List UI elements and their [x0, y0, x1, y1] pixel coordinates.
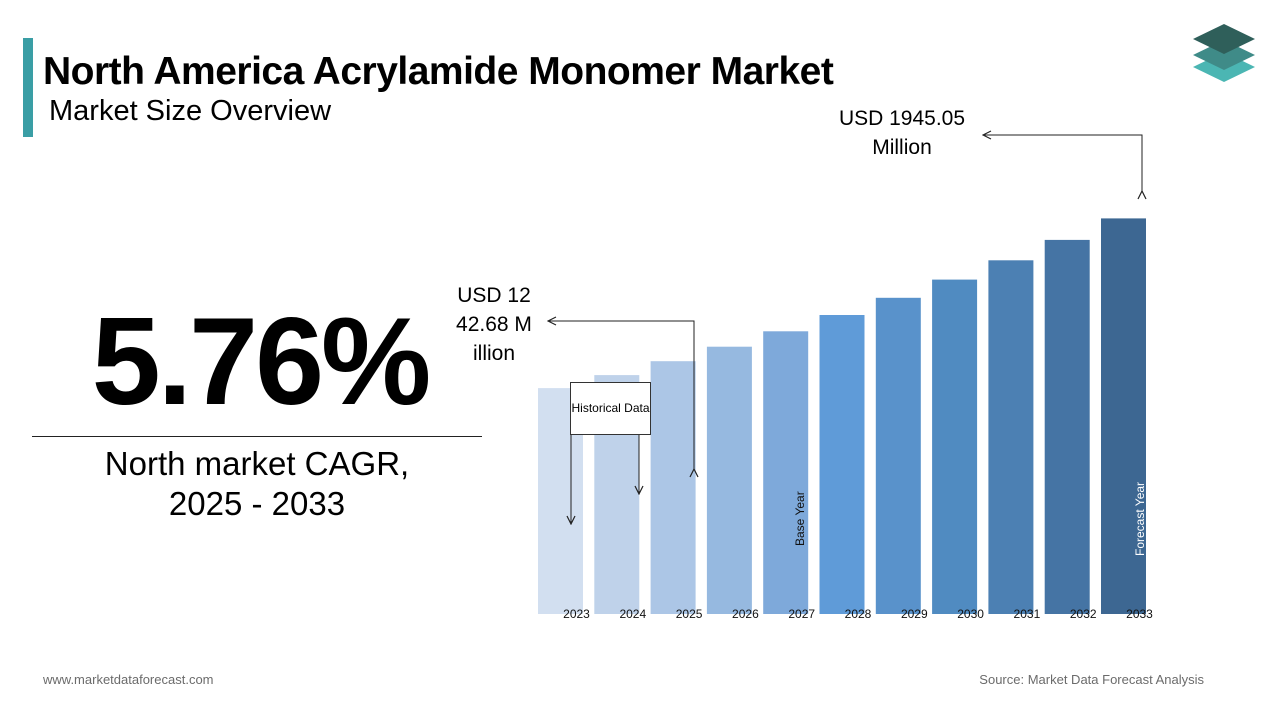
bar-2030: [932, 279, 978, 614]
arrow-2033-callout: [983, 135, 1142, 191]
page-title: North America Acrylamide Monomer Market: [43, 50, 834, 93]
callout-2033-value: USD 1945.05 Million: [838, 107, 966, 159]
historical-data-box: Historical Data: [570, 382, 651, 435]
logo-layer-top: [1193, 24, 1255, 54]
x-tick-2029: 2029: [901, 607, 928, 621]
x-tick-2033: 2033: [1126, 607, 1153, 621]
layers-logo-icon: [1193, 24, 1255, 82]
cagr-label-line-2: 2025 - 2033: [168, 485, 346, 522]
footer-source: Source: Market Data Forecast Analysis: [979, 672, 1204, 687]
bar-2025: [650, 361, 696, 614]
x-tick-2027: 2027: [788, 607, 815, 621]
cagr-value: 5.76%: [91, 293, 432, 431]
bar-2027: [763, 331, 809, 614]
title-accent-bar: [23, 38, 33, 137]
x-tick-2023: 2023: [563, 607, 590, 621]
callout-2025-value: USD 1242.68 Million: [456, 284, 532, 365]
cagr-label: North market CAGR, 2025 - 2033: [32, 444, 482, 524]
bar-2028: [819, 315, 865, 614]
bar-2033: [1101, 218, 1146, 614]
x-tick-2026: 2026: [732, 607, 759, 621]
base-year-label: Base Year: [793, 491, 807, 546]
arrow-2025-callout: [548, 321, 694, 469]
x-tick-2031: 2031: [1014, 607, 1041, 621]
forecast-year-label: Forecast Year: [1133, 482, 1147, 556]
x-tick-2024: 2024: [619, 607, 646, 621]
bar-2031: [988, 260, 1034, 614]
x-tick-2030: 2030: [957, 607, 984, 621]
x-tick-2032: 2032: [1070, 607, 1097, 621]
cagr-label-line-1: North market CAGR,: [104, 445, 410, 482]
x-tick-2028: 2028: [845, 607, 872, 621]
bar-2029: [875, 297, 921, 614]
footer-website: www.marketdataforecast.com: [43, 672, 214, 687]
bar-2032: [1044, 239, 1090, 614]
bar-2026: [706, 346, 752, 614]
cagr-divider: [32, 436, 482, 437]
x-tick-2025: 2025: [676, 607, 703, 621]
logo-layer-middle: [1193, 40, 1255, 70]
page-subtitle: Market Size Overview: [49, 95, 332, 127]
